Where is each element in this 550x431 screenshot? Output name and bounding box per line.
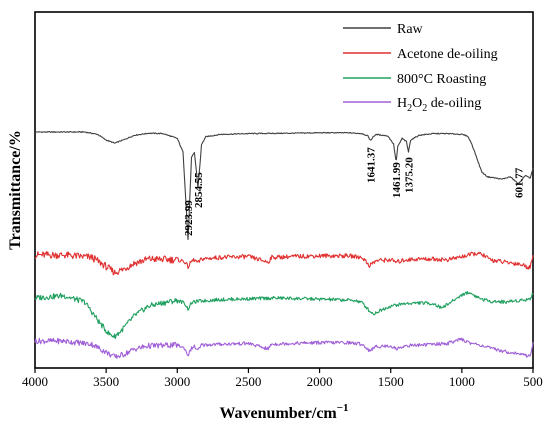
legend-h2o2-sub1: 2 — [407, 103, 412, 114]
x-axis-title: Wavenumber/cm−1 — [219, 402, 348, 422]
spectra — [34, 130, 534, 359]
series-4-line — [34, 337, 534, 359]
x-tick-label-3000: 3000 — [164, 374, 190, 389]
y-axis-title: Transmittance/% — [7, 130, 24, 250]
series-2-line — [34, 251, 534, 276]
legend-label-acetone: Acetone de-oiling — [397, 47, 498, 62]
legend-h2o2-h: H — [397, 96, 407, 111]
peak-label-4: 1461.99 — [391, 162, 403, 198]
series-3-line — [34, 291, 534, 340]
plot-frame — [34, 11, 534, 369]
x-axis-title-sup: −1 — [337, 402, 349, 414]
x-tick-label-2500: 2500 — [235, 374, 261, 389]
legend-h2o2-tail: de-oiling — [427, 96, 481, 111]
x-tick-label-2000: 2000 — [307, 374, 333, 389]
legend: Raw Acetone de-oiling 800°C Roasting H2O… — [343, 22, 498, 114]
legend-h2o2-o: O — [412, 96, 422, 111]
x-tick-label-1500: 1500 — [378, 374, 404, 389]
peak-label-6: 601.77 — [514, 167, 526, 198]
series-1-line — [34, 130, 534, 241]
x-tick-label-4000: 4000 — [22, 374, 48, 389]
peak-label-3: 1641.37 — [366, 147, 378, 183]
x-tick-label-1000: 1000 — [449, 374, 475, 389]
x-axis-title-main: Wavenumber/cm — [219, 405, 337, 422]
x-tick-label-3500: 3500 — [93, 374, 119, 389]
legend-label-h2o2: H2O2 de-oiling — [397, 96, 481, 114]
peak-label-1: 2923.99 — [183, 200, 195, 236]
peak-label-5: 1375.20 — [404, 157, 416, 193]
legend-label-roasting: 800°C Roasting — [397, 72, 486, 87]
peak-label-2: 2854.55 — [193, 172, 205, 208]
x-tick-label-500: 500 — [523, 374, 543, 389]
legend-label-raw: Raw — [397, 22, 424, 37]
x-axis-ticks: 4000 3500 3000 2500 2000 1500 1000 500 — [22, 368, 543, 389]
legend-h2o2-sub2: 2 — [422, 103, 427, 114]
